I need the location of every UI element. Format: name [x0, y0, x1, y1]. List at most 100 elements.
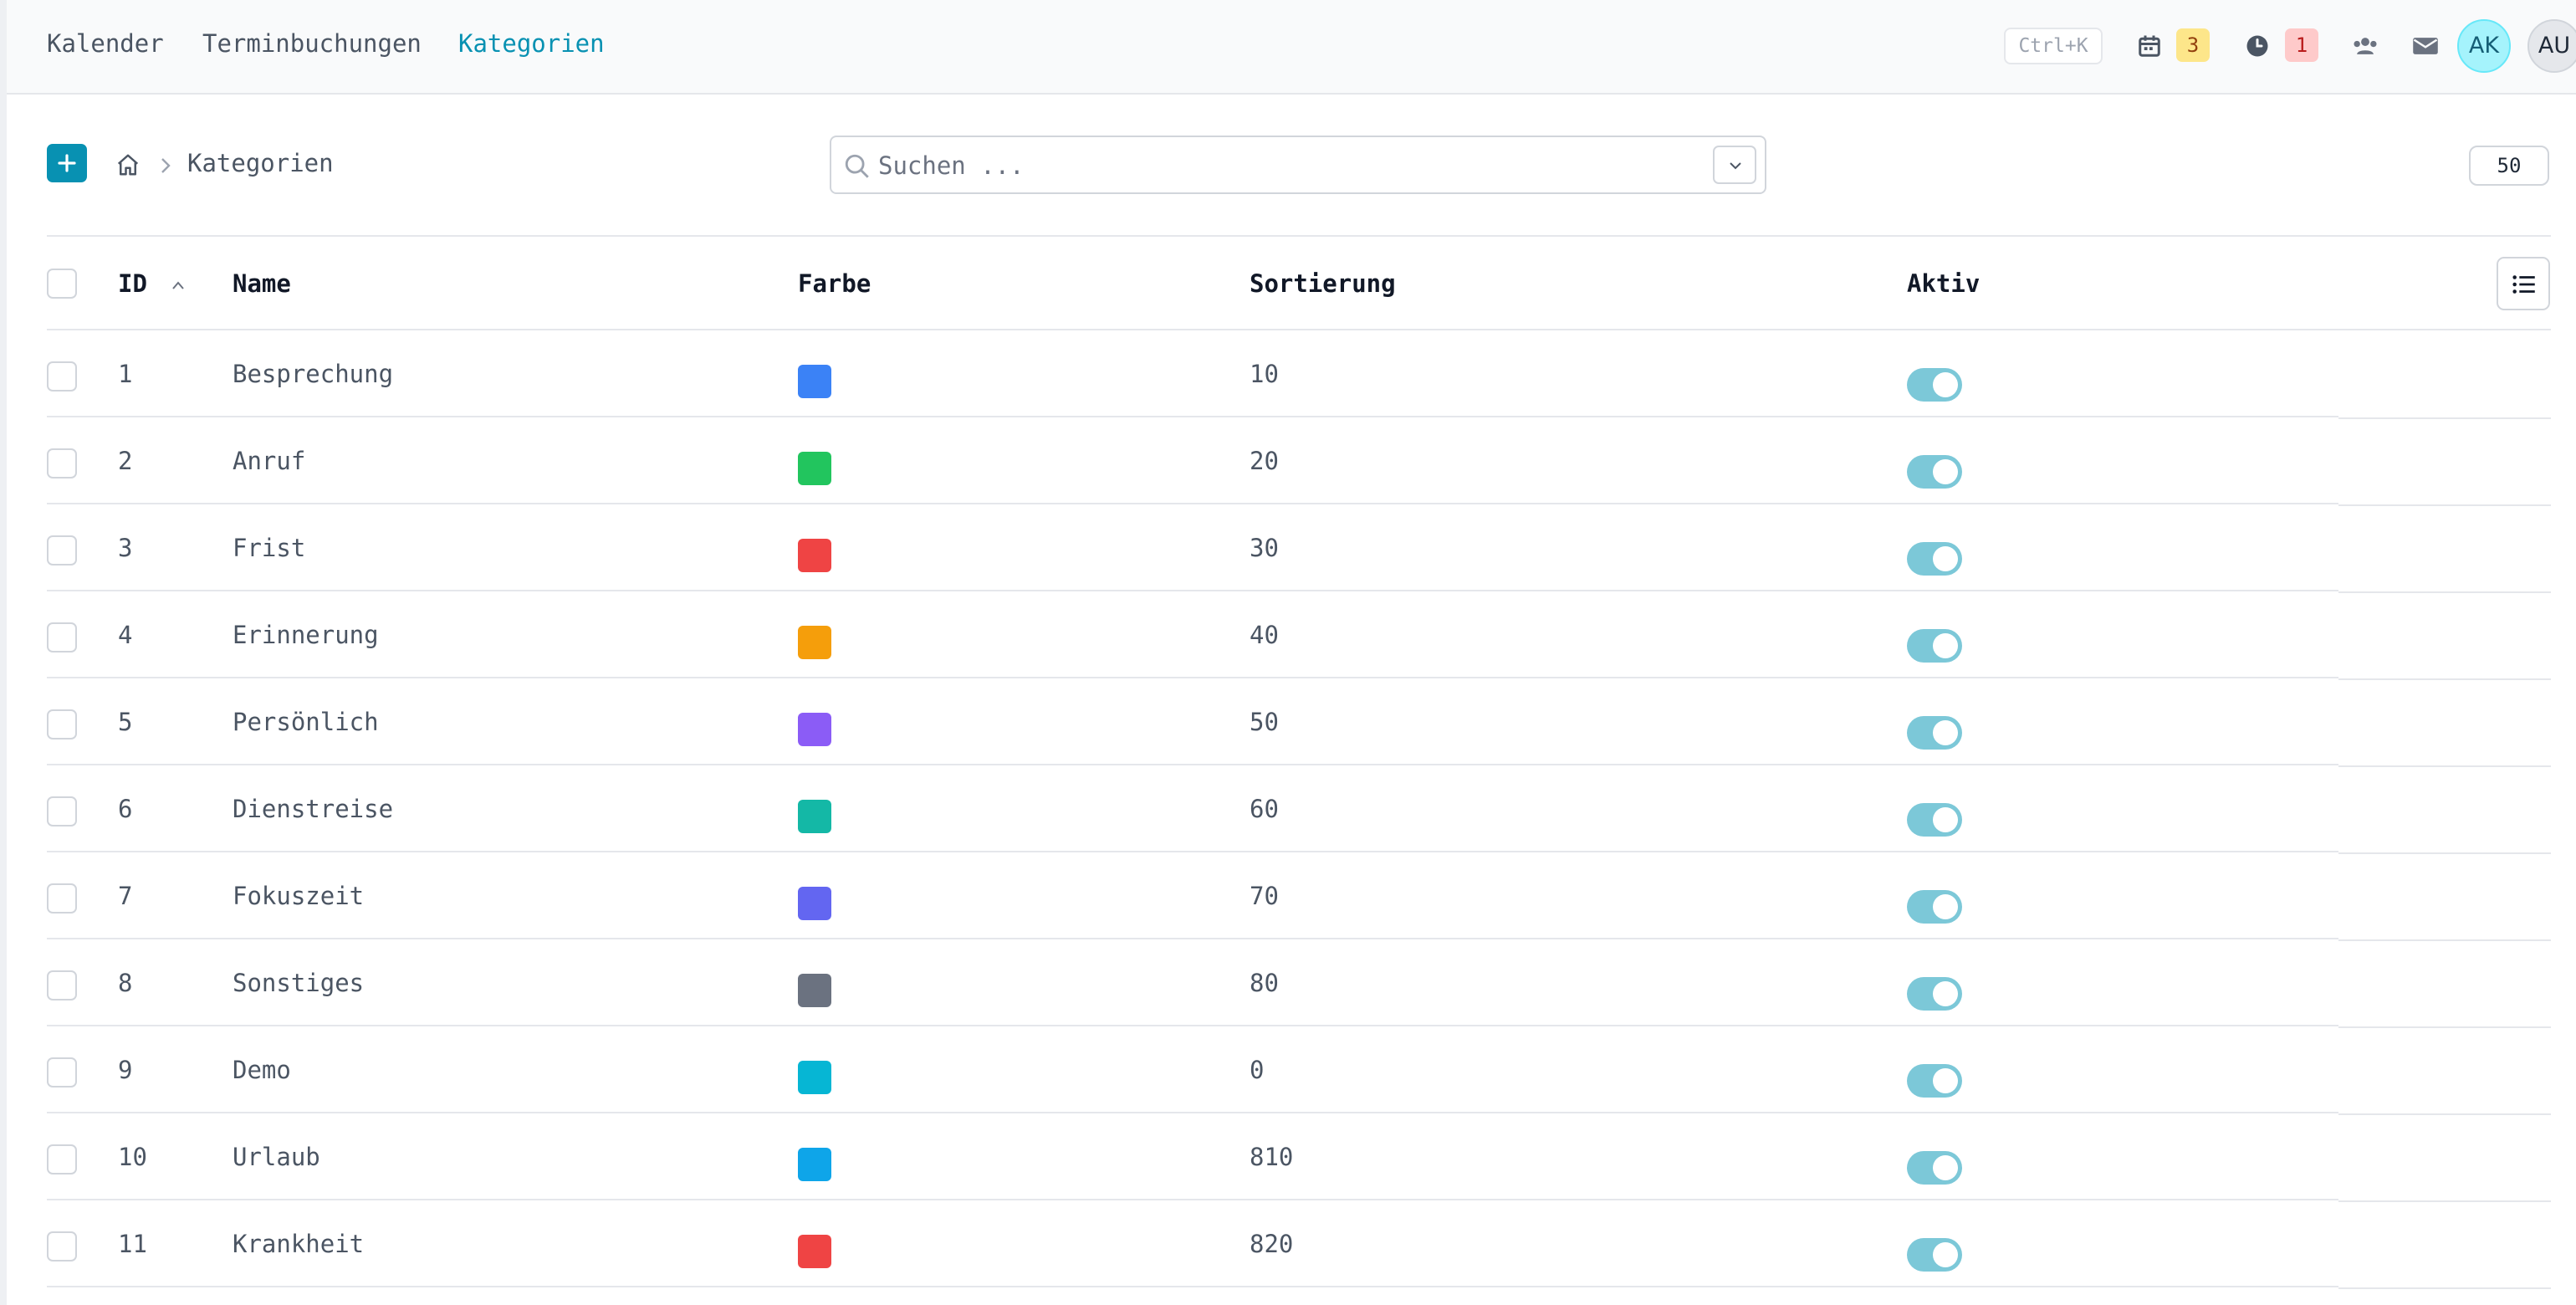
- cell-id: 3: [118, 534, 133, 562]
- active-toggle[interactable]: [1907, 629, 1962, 663]
- row-checkbox[interactable]: [47, 1144, 77, 1174]
- row-checkbox[interactable]: [47, 448, 77, 478]
- table-row[interactable]: 9 Demo 0: [0, 1026, 2576, 1115]
- row-divider-right: [2338, 591, 2551, 593]
- color-swatch: [798, 1235, 831, 1268]
- active-toggle[interactable]: [1907, 368, 1962, 402]
- table-row[interactable]: 10 Urlaub 810: [0, 1113, 2576, 1202]
- cell-sort: 80: [1250, 969, 1279, 997]
- chevron-right-icon: [161, 158, 171, 173]
- column-header-id[interactable]: ID: [118, 237, 187, 330]
- cell-id: 6: [118, 795, 133, 823]
- cell-sort: 60: [1250, 795, 1279, 823]
- column-settings-button[interactable]: [2497, 257, 2550, 310]
- clock-icon[interactable]: [2245, 33, 2270, 59]
- row-divider-right: [2338, 504, 2551, 506]
- row-checkbox[interactable]: [47, 1231, 77, 1262]
- active-toggle[interactable]: [1907, 977, 1962, 1011]
- page-size-select[interactable]: 50: [2469, 146, 2549, 186]
- table-row[interactable]: 11 Krankheit 820: [0, 1200, 2576, 1289]
- active-toggle[interactable]: [1907, 716, 1962, 750]
- color-swatch: [798, 974, 831, 1007]
- calendar-count-badge: 3: [2176, 28, 2210, 62]
- color-swatch: [798, 365, 831, 398]
- row-checkbox[interactable]: [47, 970, 77, 1000]
- column-header-active[interactable]: Aktiv: [1907, 269, 1981, 298]
- table-header: ID Name Farbe Sortierung Aktiv: [0, 237, 2576, 330]
- cell-name: Persönlich: [233, 708, 379, 736]
- search-options-button[interactable]: [1713, 146, 1756, 184]
- table-top-border: [47, 235, 2551, 237]
- row-divider-right: [2338, 1287, 2551, 1289]
- active-toggle[interactable]: [1907, 1238, 1962, 1272]
- add-category-button[interactable]: [47, 144, 87, 182]
- top-navigation: Kalender Terminbuchungen Kategorien Ctrl…: [7, 0, 2576, 95]
- active-toggle[interactable]: [1907, 1151, 1962, 1185]
- cell-id: 4: [118, 621, 133, 649]
- row-checkbox[interactable]: [47, 796, 77, 826]
- row-checkbox[interactable]: [47, 535, 77, 566]
- search-input[interactable]: [878, 147, 1681, 184]
- clock-count-badge: 1: [2285, 28, 2318, 62]
- cell-name: Erinnerung: [233, 621, 379, 649]
- row-divider: [47, 1025, 2338, 1026]
- command-palette-shortcut[interactable]: Ctrl+K: [2004, 28, 2103, 64]
- nav-link-kalender[interactable]: Kalender: [47, 29, 164, 58]
- row-divider: [47, 851, 2338, 852]
- cell-id: 11: [118, 1230, 147, 1258]
- active-toggle[interactable]: [1907, 542, 1962, 576]
- breadcrumb-current: Kategorien: [187, 149, 334, 177]
- cell-name: Besprechung: [233, 360, 394, 388]
- row-divider: [47, 1199, 2338, 1200]
- color-swatch: [798, 1148, 831, 1181]
- cell-id: 1: [118, 360, 133, 388]
- cell-name: Anruf: [233, 447, 306, 475]
- row-checkbox[interactable]: [47, 709, 77, 740]
- table-row[interactable]: 4 Erinnerung 40: [0, 591, 2576, 680]
- row-divider-right: [2338, 765, 2551, 767]
- home-icon[interactable]: [115, 152, 141, 177]
- cell-id: 7: [118, 882, 133, 910]
- row-checkbox[interactable]: [47, 361, 77, 392]
- chevron-down-icon: [1730, 162, 1741, 170]
- table-row[interactable]: 3 Frist 30: [0, 504, 2576, 593]
- table-row[interactable]: 2 Anruf 20: [0, 417, 2576, 506]
- row-divider: [47, 1286, 2338, 1287]
- color-swatch: [798, 539, 831, 572]
- row-divider: [47, 416, 2338, 417]
- nav-link-terminbuchungen[interactable]: Terminbuchungen: [202, 29, 422, 58]
- row-checkbox[interactable]: [47, 1057, 77, 1088]
- search-box: [830, 136, 1766, 194]
- active-toggle[interactable]: [1907, 1064, 1962, 1098]
- table-row[interactable]: 1 Besprechung 10: [0, 330, 2576, 419]
- table-row[interactable]: 5 Persönlich 50: [0, 678, 2576, 767]
- color-swatch: [798, 800, 831, 833]
- row-divider: [47, 677, 2338, 678]
- cell-sort: 820: [1250, 1230, 1294, 1258]
- mail-icon[interactable]: [2412, 35, 2439, 57]
- nav-link-kategorien[interactable]: Kategorien: [458, 29, 605, 58]
- row-divider: [47, 503, 2338, 504]
- row-divider-right: [2338, 852, 2551, 854]
- calendar-icon[interactable]: [2137, 33, 2162, 59]
- column-header-name[interactable]: Name: [233, 269, 291, 298]
- cell-name: Sonstiges: [233, 969, 365, 997]
- active-toggle[interactable]: [1907, 803, 1962, 837]
- table-row[interactable]: 8 Sonstiges 80: [0, 939, 2576, 1028]
- row-checkbox[interactable]: [47, 883, 77, 914]
- active-toggle[interactable]: [1907, 890, 1962, 924]
- avatar-ak[interactable]: AK: [2457, 19, 2511, 73]
- column-header-color[interactable]: Farbe: [798, 269, 871, 298]
- left-edge: [0, 0, 7, 1305]
- users-icon[interactable]: [2352, 33, 2379, 59]
- cell-name: Demo: [233, 1056, 291, 1084]
- cell-name: Urlaub: [233, 1143, 320, 1171]
- select-all-checkbox[interactable]: [47, 269, 77, 299]
- active-toggle[interactable]: [1907, 455, 1962, 489]
- row-checkbox[interactable]: [47, 622, 77, 652]
- column-header-sort[interactable]: Sortierung: [1250, 269, 1396, 298]
- cell-sort: 70: [1250, 882, 1279, 910]
- table-row[interactable]: 6 Dienstreise 60: [0, 765, 2576, 854]
- table-row[interactable]: 7 Fokuszeit 70: [0, 852, 2576, 941]
- avatar-au[interactable]: AU: [2527, 19, 2576, 73]
